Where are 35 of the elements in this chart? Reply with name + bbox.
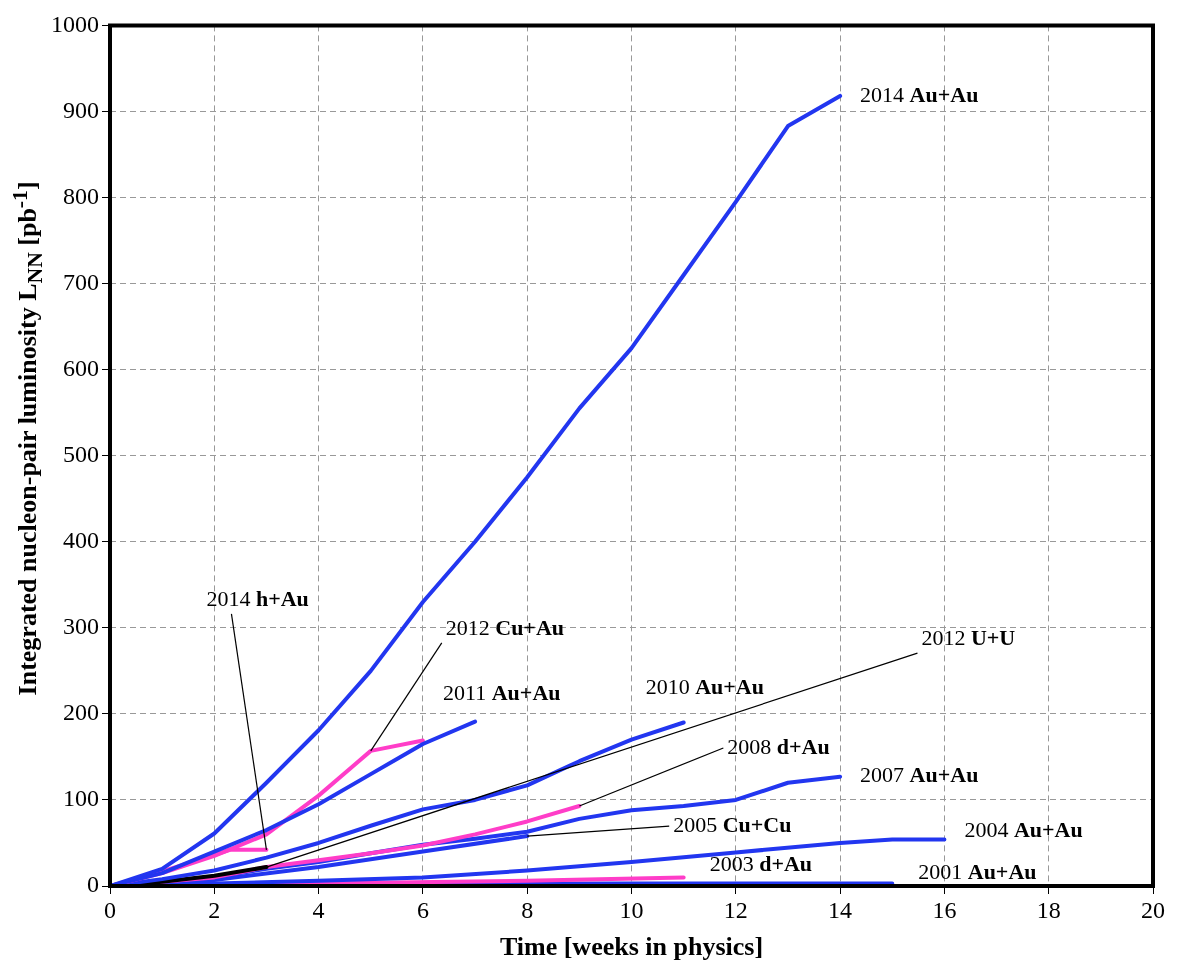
annotation: 2011 Au+Au: [443, 680, 561, 706]
annotation: 2007 Au+Au: [860, 762, 979, 788]
y-tick-label: 0: [87, 871, 99, 898]
x-axis-title: Time [weeks in physics]: [499, 932, 764, 962]
x-tick-label: 16: [932, 896, 957, 923]
x-tick-label: 12: [723, 896, 748, 923]
x-tick-label: 14: [828, 896, 853, 923]
x-tick-label: 18: [1036, 896, 1061, 923]
y-tick-label: 700: [63, 268, 99, 295]
x-tick-label: 10: [619, 896, 644, 923]
x-tick-label: 4: [312, 896, 325, 923]
x-tick-label: 0: [104, 896, 116, 923]
y-tick-label: 100: [63, 785, 99, 812]
x-tick-label: 20: [1141, 896, 1165, 923]
annotation: 2003 d+Au: [709, 851, 813, 877]
y-tick-label: 600: [63, 354, 99, 381]
x-tick-label: 6: [416, 896, 429, 923]
y-tick-label: 900: [63, 96, 99, 123]
annotation: 2012 Cu+Au: [445, 614, 565, 640]
annotation: 2008 d+Au: [727, 733, 830, 759]
y-tick-label: 200: [63, 699, 99, 726]
x-tick-label: 2: [208, 896, 221, 923]
y-tick-label: 1000: [51, 10, 99, 37]
annotation: 2005 Cu+Cu: [673, 811, 792, 837]
y-tick-label: 800: [63, 182, 99, 209]
x-tick-label: 8: [521, 896, 534, 923]
y-tick-label: 400: [63, 527, 99, 554]
y-tick-label: 300: [63, 613, 99, 640]
annotation: 2004 Au+Au: [964, 817, 1083, 843]
annotation: 2014 Au+Au: [860, 81, 979, 107]
annotation: 2001 Au+Au: [918, 859, 1037, 885]
annotation: 2012 U+U: [921, 624, 1016, 650]
annotation: 2014 h+Au: [206, 585, 309, 611]
annotation: 2010 Au+Au: [645, 674, 764, 700]
y-tick-label: 500: [63, 441, 99, 467]
